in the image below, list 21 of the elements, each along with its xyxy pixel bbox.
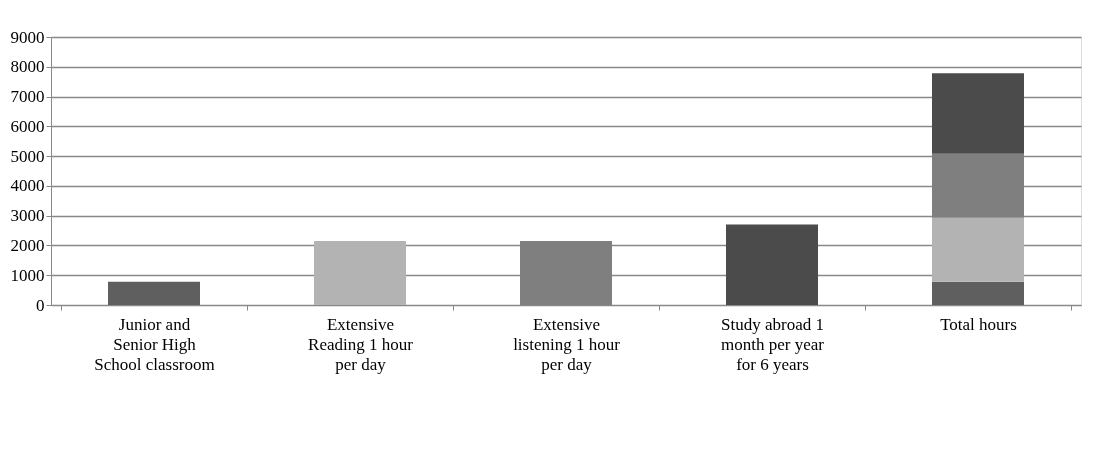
y-tick-label: 6000 [10,116,45,136]
x-tick-label: Extensive listening 1 hour per day [513,314,621,374]
y-tick-label: 0 [36,295,45,315]
y-tick-label: 3000 [10,206,45,226]
y-tick-label: 2000 [10,235,45,255]
bar [932,217,1024,282]
y-tick-label: 4000 [10,176,45,196]
y-tick-label: 7000 [10,87,45,107]
bar [314,240,406,305]
x-tick-label: Junior and Senior High School classroom [94,314,215,374]
bar [932,73,1024,154]
bar [108,281,200,305]
bar [932,281,1024,305]
bar [726,224,818,305]
x-tick-label: Study abroad 1 month per year for 6 years [721,314,825,374]
x-tick-label: Extensive Reading 1 hour per day [308,314,414,374]
y-tick-label: 1000 [10,265,45,285]
y-tick-label: 5000 [10,146,45,166]
y-tick-label: 8000 [10,57,45,77]
y-tick-label: 9000 [10,27,45,47]
x-tick-label: Total hours [940,314,1017,334]
